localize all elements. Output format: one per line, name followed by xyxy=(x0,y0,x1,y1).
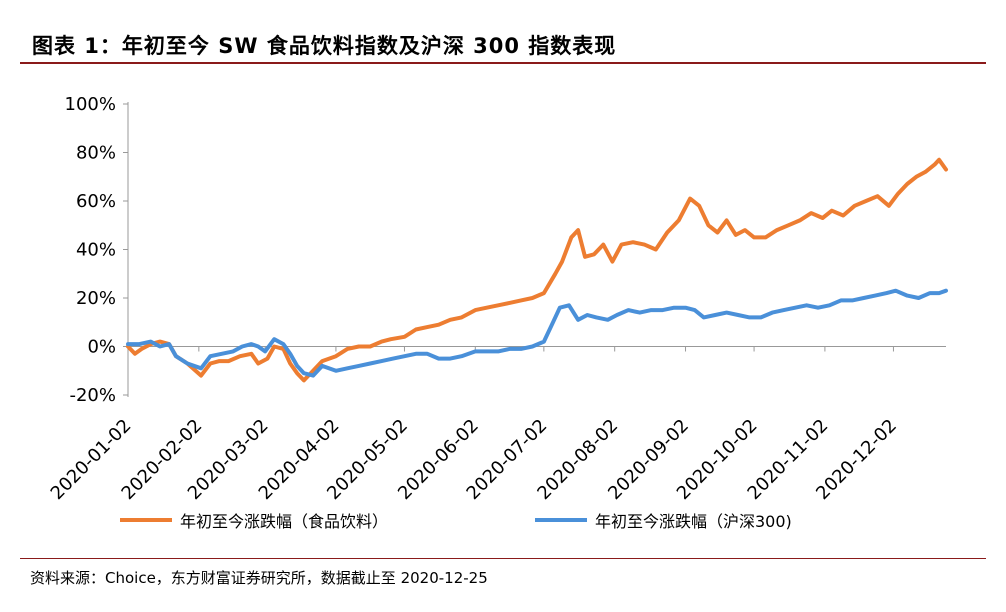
legend-swatch-csi300 xyxy=(535,518,587,522)
legend-item-food-beverage: 年初至今涨跌幅（食品饮料） xyxy=(120,505,388,535)
legend-label-csi300: 年初至今涨跌幅（沪深300) xyxy=(595,512,792,531)
y-tick-label: 80% xyxy=(76,143,116,164)
source-note: 资料来源：Choice，东方财富证券研究所，数据截止至 2020-12-25 xyxy=(30,569,488,587)
series-line-food-beverage xyxy=(126,157,948,383)
y-tick-label: 100% xyxy=(65,94,116,115)
title-bar: 图表 1：年初至今 SW 食品饮料指数及沪深 300 指数表现 xyxy=(20,18,986,64)
y-tick-label: 40% xyxy=(76,240,116,261)
title-rule xyxy=(20,62,986,64)
legend-label-food-beverage: 年初至今涨跌幅（食品饮料） xyxy=(180,512,389,531)
y-tick-label: 0% xyxy=(87,337,116,358)
series-line-csi300 xyxy=(126,288,948,378)
bottom-rule xyxy=(20,558,986,559)
legend-item-csi300: 年初至今涨跌幅（沪深300) xyxy=(535,505,792,535)
y-tick-label: 20% xyxy=(76,288,116,309)
series-lines xyxy=(126,157,948,383)
x-tick-labels: 2020-01-022020-02-022020-03-022020-04-02… xyxy=(47,415,901,504)
legend-swatch-food-beverage xyxy=(120,518,172,522)
y-tick-labels: 100% 80% 60% 40% 20% 0% -20% xyxy=(65,94,116,406)
y-tick-label: -20% xyxy=(69,385,116,406)
chart-title: 图表 1：年初至今 SW 食品饮料指数及沪深 300 指数表现 xyxy=(32,34,617,58)
legend: 年初至今涨跌幅（食品饮料） 年初至今涨跌幅（沪深300) xyxy=(120,505,920,535)
y-tick-label: 60% xyxy=(76,191,116,212)
chart-axes xyxy=(123,102,946,397)
